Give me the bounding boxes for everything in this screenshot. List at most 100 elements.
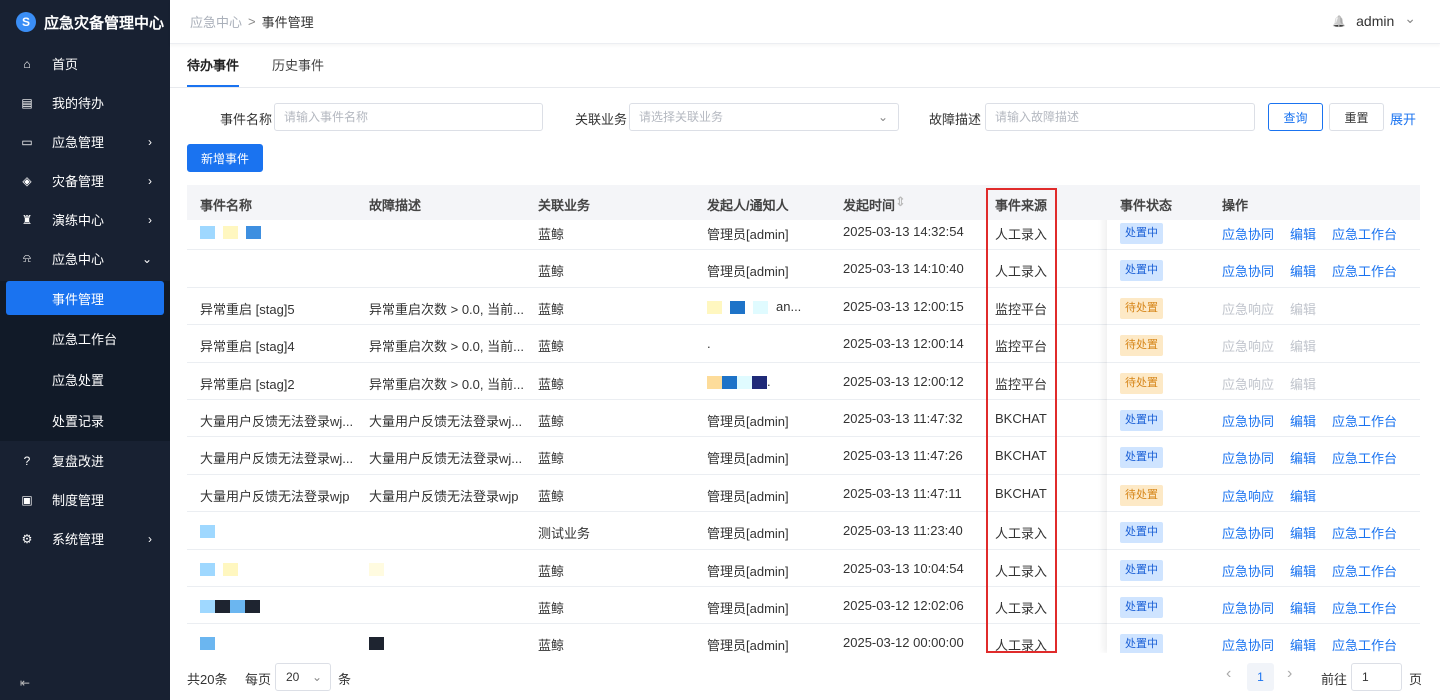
action-0[interactable]: 应急协同 xyxy=(1222,526,1275,542)
tab-pending-events[interactable]: 待办事件 xyxy=(187,46,240,87)
action-1[interactable]: 编辑 xyxy=(1290,413,1317,429)
initiator: 管理员[admin] xyxy=(707,486,789,505)
initiator: an... xyxy=(707,299,801,314)
redacted-block xyxy=(730,300,745,314)
action-2[interactable]: 应急工作台 xyxy=(1332,526,1398,542)
username[interactable]: admin xyxy=(1356,13,1395,29)
event-name[interactable] xyxy=(200,224,269,240)
action-2[interactable]: 应急工作台 xyxy=(1332,600,1398,616)
action-1[interactable]: 编辑 xyxy=(1290,488,1317,504)
redacted-block xyxy=(200,525,215,539)
add-event-button[interactable]: 新增事件 xyxy=(187,144,263,172)
tab-history-events[interactable]: 历史事件 xyxy=(272,58,325,73)
collapse-sidebar-icon[interactable]: ⇤ xyxy=(20,676,31,690)
expand-link[interactable]: 展开 xyxy=(1390,112,1417,127)
prev-page-button[interactable]: ‹ xyxy=(1226,665,1232,682)
next-page-button[interactable]: › xyxy=(1287,665,1293,682)
action-0[interactable]: 应急协同 xyxy=(1222,451,1275,467)
row-actions: 应急协同 编辑 应急工作台 xyxy=(1222,411,1413,430)
action-2[interactable]: 应急工作台 xyxy=(1332,413,1398,429)
topbar: 应急中心 > 事件管理 🔔 admin ⌄ xyxy=(170,0,1440,44)
event-name-input[interactable]: 请输入事件名称 xyxy=(274,103,543,131)
row-actions: 应急响应 编辑 xyxy=(1222,486,1332,505)
event-name[interactable]: 大量用户反馈无法登录wj... xyxy=(200,448,353,467)
sidebar-item-2[interactable]: ▭ 应急管理 › xyxy=(0,122,170,161)
business-select[interactable]: 请选择关联业务 ⌄ xyxy=(629,103,899,131)
action-0[interactable]: 应急响应 xyxy=(1222,488,1275,504)
event-name[interactable] xyxy=(200,598,260,613)
sidebar-item-b2[interactable]: ⚙ 系统管理 › xyxy=(0,519,170,558)
action-0[interactable]: 应急响应 xyxy=(1222,301,1275,317)
event-name[interactable] xyxy=(200,561,246,576)
event-name[interactable]: 异常重启 [stag]5 xyxy=(200,299,295,318)
event-name[interactable] xyxy=(200,523,223,539)
action-1[interactable]: 编辑 xyxy=(1290,264,1317,280)
app-logo: S 应急灾备管理中心 xyxy=(0,0,170,44)
action-0[interactable]: 应急响应 xyxy=(1222,376,1275,392)
event-name[interactable]: 大量用户反馈无法登录wjp xyxy=(200,486,350,505)
column-header: 发起时间 xyxy=(843,198,896,213)
page-size-select[interactable]: 20 ⌄ xyxy=(275,663,331,691)
action-1[interactable]: 编辑 xyxy=(1290,638,1317,653)
action-2[interactable]: 应急工作台 xyxy=(1332,638,1398,653)
event-name[interactable]: 异常重启 [stag]4 xyxy=(200,336,295,355)
table-header: 事件名称 故障描述 关联业务 发起人/通知人 发起时间 ⇕ 事件来源 事件状态 操作 xyxy=(187,185,1420,220)
action-0[interactable]: 应急协同 xyxy=(1222,227,1275,242)
action-0[interactable]: 应急协同 xyxy=(1222,413,1275,429)
sidebar-subitem-3[interactable]: 处置记录 xyxy=(52,414,105,429)
bell-icon[interactable]: 🔔 xyxy=(1332,15,1347,28)
table-row: 蓝鲸 管理员[admin] 2025-03-13 10:04:54 人工录入 处… xyxy=(187,550,1420,587)
action-1[interactable]: 编辑 xyxy=(1290,526,1317,542)
row-actions: 应急协同 编辑 应急工作台 xyxy=(1222,561,1413,580)
sidebar-item-3[interactable]: ◈ 灾备管理 › xyxy=(0,161,170,200)
goto-page-input[interactable]: 1 xyxy=(1351,663,1402,691)
sidebar-subitem-0[interactable]: 事件管理 xyxy=(6,281,164,315)
action-0[interactable]: 应急协同 xyxy=(1222,638,1275,653)
fault-desc-input[interactable]: 请输入故障描述 xyxy=(985,103,1255,131)
action-1[interactable]: 编辑 xyxy=(1290,227,1317,242)
action-2[interactable]: 应急工作台 xyxy=(1332,264,1398,280)
sidebar-subitem-2[interactable]: 应急处置 xyxy=(52,373,105,388)
action-2[interactable]: 应急工作台 xyxy=(1332,563,1398,579)
action-2[interactable]: 应急工作台 xyxy=(1332,451,1398,467)
business: 蓝鲸 xyxy=(538,227,565,242)
action-1[interactable]: 编辑 xyxy=(1290,563,1317,579)
page-1-button[interactable]: 1 xyxy=(1247,663,1274,691)
status-badge: 处置中 xyxy=(1120,409,1163,431)
breadcrumb-parent[interactable]: 应急中心 xyxy=(190,15,243,30)
query-button[interactable]: 查询 xyxy=(1268,103,1323,131)
action-1[interactable]: 编辑 xyxy=(1290,339,1317,355)
event-name[interactable] xyxy=(200,635,223,651)
chevron-down-icon: ⌄ xyxy=(311,670,322,684)
chevron-icon: › xyxy=(148,173,152,188)
event-name[interactable]: 异常重启 [stag]2 xyxy=(200,374,295,393)
column-header: 事件来源 xyxy=(995,198,1048,213)
reset-button[interactable]: 重置 xyxy=(1329,103,1384,131)
sidebar-item-b1[interactable]: ▣ 制度管理 xyxy=(0,480,170,519)
column-header: 发起人/通知人 xyxy=(707,198,789,213)
action-1[interactable]: 编辑 xyxy=(1290,301,1317,317)
action-1[interactable]: 编辑 xyxy=(1290,451,1317,467)
action-0[interactable]: 应急协同 xyxy=(1222,264,1275,280)
action-0[interactable]: 应急协同 xyxy=(1222,600,1275,616)
sidebar-item-4[interactable]: ♜ 演练中心 › xyxy=(0,200,170,239)
action-1[interactable]: 编辑 xyxy=(1290,600,1317,616)
sidebar-item-5[interactable]: ⍾ 应急中心 ⌄ xyxy=(0,239,170,278)
redacted-block xyxy=(200,562,215,576)
highlight-source-column xyxy=(986,188,1057,653)
action-0[interactable]: 应急协同 xyxy=(1222,563,1275,579)
fault-desc-text: 异常重启次数 > 0.0, 当前... xyxy=(369,376,524,392)
initiator-text: 管理员[admin] xyxy=(707,227,789,242)
sidebar-item-0[interactable]: ⌂ 首页 xyxy=(0,44,170,83)
action-2[interactable]: 应急工作台 xyxy=(1332,227,1398,242)
event-name[interactable]: 大量用户反馈无法登录wj... xyxy=(200,411,353,430)
action-1[interactable]: 编辑 xyxy=(1290,376,1317,392)
fault-desc: 异常重启次数 > 0.0, 当前... xyxy=(369,336,524,355)
sidebar-item-1[interactable]: ▤ 我的待办 xyxy=(0,83,170,122)
action-0[interactable]: 应急响应 xyxy=(1222,339,1275,355)
user-menu[interactable]: 🔔 admin ⌄ xyxy=(1332,10,1416,30)
sort-icon[interactable]: ⇕ xyxy=(895,194,906,209)
sidebar-item-b0[interactable]: ? 复盘改进 xyxy=(0,441,170,480)
sidebar-subitem-1[interactable]: 应急工作台 xyxy=(52,332,118,347)
initiator: 管理员[admin] xyxy=(707,561,789,580)
